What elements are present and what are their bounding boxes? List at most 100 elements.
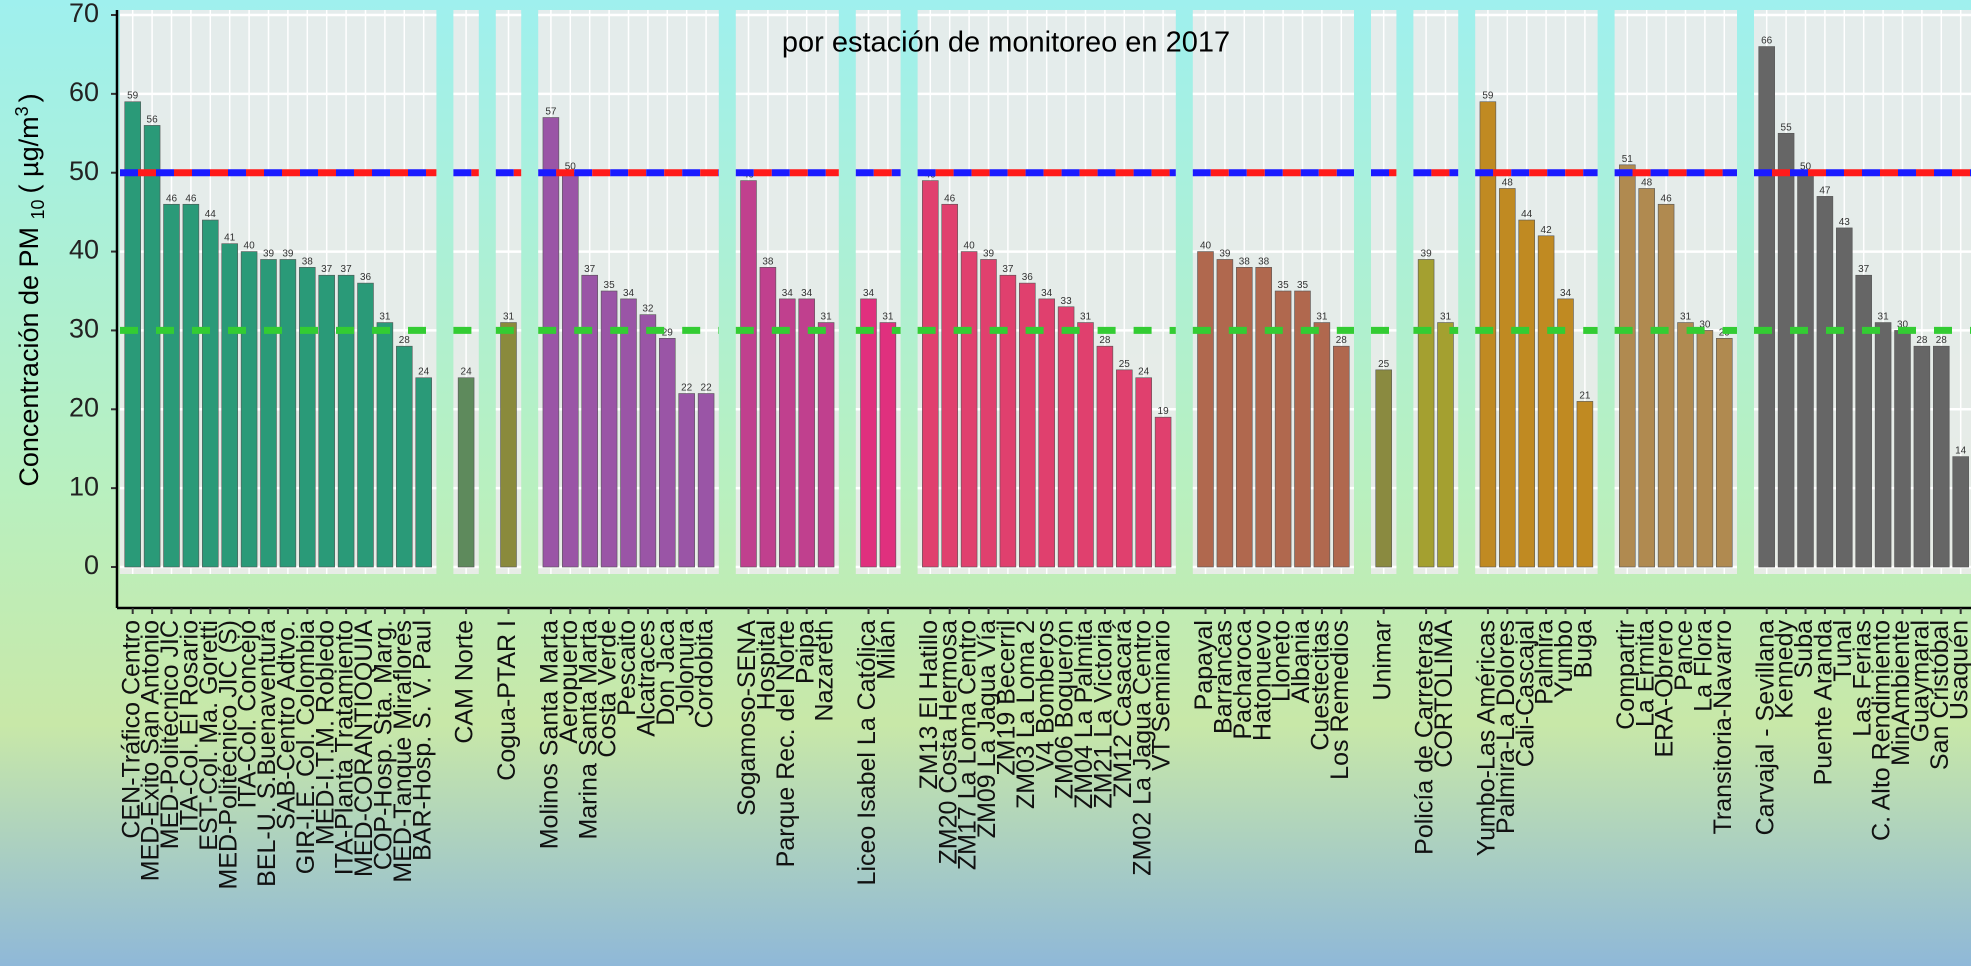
y-tick-label: 60 — [69, 77, 99, 107]
value-label: 55 — [1781, 122, 1793, 133]
bar — [1953, 457, 1969, 567]
value-label: 34 — [1560, 288, 1572, 299]
value-label: 34 — [801, 288, 813, 299]
y-title-unit: ( µg/m — [14, 116, 44, 193]
bar — [1856, 275, 1872, 567]
value-label: 31 — [821, 312, 833, 323]
x-tick-label: Cogua-PTAR I — [493, 620, 521, 781]
bar — [562, 173, 578, 567]
value-label: 25 — [1119, 359, 1131, 370]
bar — [922, 181, 938, 567]
x-tick-label: Los Remedios — [1326, 620, 1354, 780]
value-label: 46 — [944, 193, 956, 204]
bar — [799, 299, 815, 567]
value-label: 43 — [1839, 217, 1851, 228]
x-tick-label: Usaquén — [1945, 620, 1971, 720]
value-label: 46 — [1661, 193, 1673, 204]
bar — [299, 267, 315, 567]
x-tick-label: Milán — [873, 620, 901, 680]
value-label: 37 — [321, 264, 333, 275]
value-label: 34 — [1041, 288, 1053, 299]
bar — [880, 323, 896, 567]
value-label: 47 — [1819, 185, 1831, 196]
value-label: 22 — [681, 383, 693, 394]
bar — [679, 394, 695, 567]
value-label: 59 — [127, 91, 139, 102]
value-label: 34 — [863, 288, 875, 299]
bar — [1136, 378, 1152, 567]
bar — [779, 299, 795, 567]
bar — [164, 204, 180, 567]
value-label: 35 — [1297, 280, 1309, 291]
x-tick-label: BAR-Hosp. S. V. Paul — [408, 620, 436, 861]
value-label: 14 — [1955, 446, 1967, 457]
value-label: 31 — [1316, 312, 1328, 323]
x-tick-label: VT Seminario — [1148, 620, 1176, 771]
bar — [698, 394, 714, 567]
y-title-close: ) — [14, 93, 44, 102]
y-tick-label: 20 — [69, 392, 99, 422]
value-label: 28 — [1099, 335, 1111, 346]
bar — [1678, 323, 1694, 567]
y-title-sup: 3 — [12, 106, 32, 116]
bar — [1000, 275, 1016, 567]
bar — [261, 259, 277, 567]
x-tick-label: Buga — [1570, 620, 1598, 678]
y-tick-label: 70 — [69, 0, 99, 28]
bar — [202, 220, 218, 567]
bar — [1256, 267, 1272, 567]
bar — [861, 299, 877, 567]
bar — [1155, 417, 1171, 567]
value-label: 56 — [147, 114, 159, 125]
value-label: 37 — [341, 264, 353, 275]
value-label: 48 — [1502, 177, 1514, 188]
bar — [241, 252, 257, 567]
value-label: 35 — [1278, 280, 1290, 291]
bar — [1577, 401, 1593, 567]
bar — [1914, 346, 1930, 567]
bar — [338, 275, 354, 567]
bar — [358, 283, 374, 567]
bar — [1078, 323, 1094, 567]
value-label: 31 — [882, 312, 894, 323]
bar — [1314, 323, 1330, 567]
value-label: 38 — [1239, 256, 1251, 267]
bar — [1333, 346, 1349, 567]
bar — [1198, 252, 1214, 567]
bar — [319, 275, 335, 567]
value-label: 39 — [983, 248, 995, 259]
bar — [760, 267, 776, 567]
bar — [1116, 370, 1132, 567]
value-label: 39 — [263, 248, 275, 259]
value-label: 39 — [1421, 248, 1433, 259]
value-label: 44 — [1521, 209, 1533, 220]
value-label: 24 — [1138, 367, 1150, 378]
value-label: 38 — [762, 256, 774, 267]
y-tick-label: 10 — [69, 471, 99, 501]
value-label: 24 — [461, 367, 473, 378]
value-label: 48 — [1641, 177, 1653, 188]
value-label: 46 — [166, 193, 178, 204]
value-label: 32 — [642, 304, 654, 315]
bar — [1697, 330, 1713, 567]
value-label: 36 — [360, 272, 372, 283]
value-label: 19 — [1158, 406, 1170, 417]
y-tick-label: 0 — [84, 550, 99, 580]
value-label: 31 — [1440, 312, 1452, 323]
bar — [396, 346, 412, 567]
bar — [1039, 299, 1055, 567]
chart: 01020304050607059CEN-Tráfico Centro56MED… — [0, 0, 1971, 966]
bar — [458, 378, 474, 567]
bar — [621, 299, 637, 567]
bar — [1376, 370, 1392, 567]
bar — [1538, 236, 1554, 567]
value-label: 51 — [1622, 154, 1634, 165]
bar — [1778, 133, 1794, 567]
bar — [1875, 323, 1891, 567]
bar — [961, 252, 977, 567]
value-label: 40 — [1200, 241, 1212, 252]
bar — [1716, 338, 1732, 567]
bar — [741, 181, 757, 567]
bar — [1499, 188, 1515, 567]
x-tick-label: Nazareth — [811, 620, 839, 721]
